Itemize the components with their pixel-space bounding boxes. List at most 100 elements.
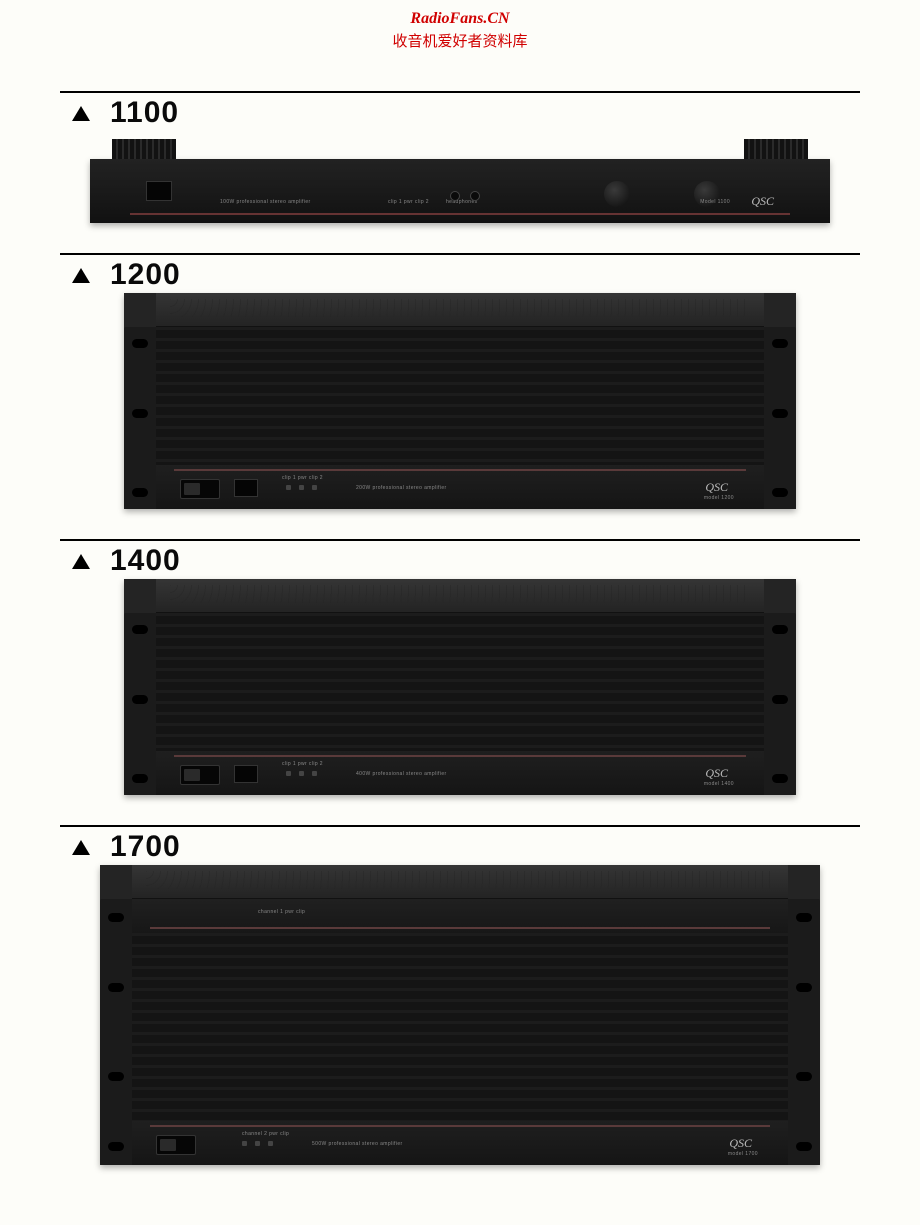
rack-ear-left	[124, 613, 156, 795]
led-indicators	[286, 485, 336, 491]
rack-slot	[108, 1072, 124, 1081]
amp-panel-1200: clip 1 pwr clip 2 200W professional ster…	[124, 293, 796, 509]
rack-ear-right	[788, 899, 820, 1165]
rack-ear-right	[764, 327, 796, 509]
product-image-wrap: clip 1 pwr clip 2 200W professional ster…	[60, 293, 860, 509]
header-title: RadioFans.CN	[0, 10, 920, 28]
model-number: 1700	[110, 830, 181, 864]
rack-ear-left	[100, 899, 132, 1165]
rack-ear-right	[764, 613, 796, 795]
power-switch	[180, 479, 220, 499]
model-number: 1200	[110, 258, 181, 292]
rack-slot	[132, 625, 148, 634]
panel-label-desc: 200W professional stereo amplifier	[356, 485, 447, 491]
headphone-jack-2	[470, 191, 480, 201]
page-header: RadioFans.CN 收音机爱好者资料库	[0, 10, 920, 51]
led-indicators	[286, 771, 336, 777]
triangle-icon	[72, 268, 90, 283]
product-image-wrap: 100W professional stereo amplifier clip …	[60, 131, 860, 223]
product-image-wrap: channel 1 pwr clip channel 2 pwr clip 50…	[60, 865, 860, 1165]
rack-body: clip 1 pwr clip 2 200W professional ster…	[156, 293, 764, 509]
panel-label-clip: clip 1 pwr clip 2	[282, 761, 323, 767]
rack-body: clip 1 pwr clip 2 400W professional ster…	[156, 579, 764, 795]
rack-slot	[132, 339, 148, 348]
rack-slot	[132, 695, 148, 704]
rack-slot	[772, 625, 788, 634]
divider	[60, 253, 860, 255]
section-1400: 1400	[60, 539, 860, 795]
triangle-icon	[72, 840, 90, 855]
front-grille	[156, 327, 764, 465]
rack-slot	[796, 913, 812, 922]
panel-label-desc: 500W professional stereo amplifier	[312, 1141, 403, 1147]
amp-panel-1400: clip 1 pwr clip 2 400W professional ster…	[124, 579, 796, 795]
rack-slot	[772, 774, 788, 783]
panel-label-clip: clip 1 pwr clip 2	[282, 475, 323, 481]
rack-top-vent	[156, 579, 764, 613]
panel-label-desc: 100W professional stereo amplifier	[220, 199, 311, 205]
panel-label-clip: clip 1 pwr clip 2	[388, 199, 429, 205]
panel-label-model: Model 1100	[700, 199, 730, 205]
rack-slot	[108, 983, 124, 992]
rack-slot	[796, 1072, 812, 1081]
control-bar: clip 1 pwr clip 2 400W professional ster…	[156, 751, 764, 795]
section-header: 1200	[60, 257, 860, 293]
front-grille	[132, 933, 788, 1121]
accent-strip	[130, 213, 790, 215]
panel-label-model: model 1200	[704, 495, 734, 501]
divider	[60, 91, 860, 93]
brand-logo: QSC	[751, 194, 774, 209]
panel-label-ch1: channel 1 pwr clip	[258, 909, 305, 915]
brand-logo: QSC	[705, 766, 728, 781]
model-number: 1400	[110, 544, 181, 578]
rack-slot	[772, 488, 788, 497]
section-header: 1100	[60, 95, 860, 131]
power-switch	[156, 1135, 196, 1155]
control-bar: channel 2 pwr clip 500W professional ste…	[132, 1121, 788, 1165]
content: www.radiofans.cn 1100 100W professional …	[0, 91, 920, 1165]
control-bar: clip 1 pwr clip 2 200W professional ster…	[156, 465, 764, 509]
rack-top-vent	[156, 293, 764, 327]
section-header: 1700	[60, 829, 860, 865]
rack-slot	[132, 488, 148, 497]
amp-panel-1100: 100W professional stereo amplifier clip …	[90, 159, 830, 223]
section-1200: 1200	[60, 253, 860, 509]
triangle-icon	[72, 106, 90, 121]
rack-ear-left	[124, 327, 156, 509]
headphone-jack-1	[450, 191, 460, 201]
panel-label-desc: 400W professional stereo amplifier	[356, 771, 447, 777]
led-indicators	[242, 1141, 292, 1147]
rack-slot	[796, 1142, 812, 1151]
rack-slot	[796, 983, 812, 992]
rack-slot	[132, 774, 148, 783]
power-inlet	[146, 181, 172, 201]
amp-panel-1700: channel 1 pwr clip channel 2 pwr clip 50…	[100, 865, 820, 1165]
rack-slot	[772, 409, 788, 418]
section-header: 1400	[60, 543, 860, 579]
divider	[60, 539, 860, 541]
product-image-wrap: clip 1 pwr clip 2 400W professional ster…	[60, 579, 860, 795]
power-inlet	[234, 479, 258, 497]
rack-slot	[772, 695, 788, 704]
header-subtitle: 收音机爱好者资料库	[0, 30, 920, 51]
power-inlet	[234, 765, 258, 783]
divider	[60, 825, 860, 827]
panel-label-ch2: channel 2 pwr clip	[242, 1131, 289, 1137]
gain-knob-1	[604, 181, 630, 207]
rack-slot	[132, 409, 148, 418]
panel-label-model: model 1700	[728, 1151, 758, 1157]
front-grille	[156, 613, 764, 751]
section-1700: 1700	[60, 825, 860, 1165]
upper-control-bar: channel 1 pwr clip	[132, 899, 788, 933]
rack-top-vent	[132, 865, 788, 899]
model-number: 1100	[110, 96, 179, 130]
rack-slot	[108, 913, 124, 922]
section-1100: 1100 100W professional stereo amplifier …	[60, 91, 860, 223]
brand-logo: QSC	[729, 1136, 752, 1151]
power-switch	[180, 765, 220, 785]
page: RadioFans.CN 收音机爱好者资料库 www.radiofans.cn …	[0, 0, 920, 1225]
rack-slot	[772, 339, 788, 348]
brand-logo: QSC	[705, 480, 728, 495]
rack-slot	[108, 1142, 124, 1151]
rack-body: channel 1 pwr clip channel 2 pwr clip 50…	[132, 865, 788, 1165]
